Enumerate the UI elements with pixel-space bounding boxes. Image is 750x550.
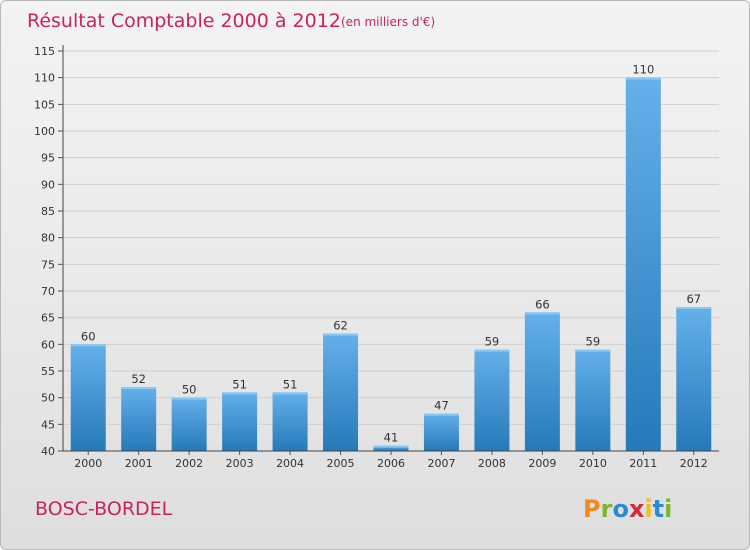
x-tick-label-2004: 2004 <box>276 457 304 470</box>
commune-name: BOSC-BORDEL <box>35 498 173 520</box>
y-tick-label: 50 <box>41 392 55 405</box>
logo-letter: r <box>601 495 613 523</box>
bar-2011 <box>625 77 661 452</box>
chart-title-main: Résultat Comptable 2000 à 2012 <box>27 10 341 32</box>
bar-highlight <box>474 349 510 352</box>
x-tick-label-2012: 2012 <box>680 457 708 470</box>
gridlines <box>63 50 719 425</box>
bar-2003 <box>222 392 258 451</box>
y-tick-label: 80 <box>41 232 55 245</box>
bars <box>70 77 712 452</box>
y-tick-label: 70 <box>41 285 55 298</box>
bar-highlight <box>373 445 409 448</box>
bar-highlight <box>70 344 106 347</box>
bar-highlight <box>272 392 308 395</box>
data-label-2004: 51 <box>283 377 298 391</box>
x-tick-label-2010: 2010 <box>579 457 607 470</box>
y-tick-label: 95 <box>41 152 55 165</box>
data-label-2003: 51 <box>232 377 247 391</box>
data-label-2002: 50 <box>182 383 197 397</box>
y-tick-label: 105 <box>34 98 55 111</box>
x-tick-label-2002: 2002 <box>175 457 203 470</box>
x-tick-label-2000: 2000 <box>74 457 102 470</box>
bar-highlight <box>524 312 560 315</box>
bar-highlight <box>575 349 611 352</box>
bar-2000 <box>70 344 106 451</box>
logo-letter: x <box>629 495 645 523</box>
data-label-2001: 52 <box>131 372 146 386</box>
y-tick-label: 75 <box>41 258 55 271</box>
x-tick-label-2008: 2008 <box>478 457 506 470</box>
bar-highlight <box>625 77 661 80</box>
bar-2005 <box>323 333 359 451</box>
x-tick-label-2011: 2011 <box>629 457 657 470</box>
bar-highlight <box>323 333 359 336</box>
bar-2009 <box>524 312 560 451</box>
chart-title-unit: (en milliers d'€) <box>341 15 435 29</box>
bar-2010 <box>575 349 611 451</box>
data-labels: 60 52 50 51 51 62 41 47 59 66 59 110 67 <box>81 63 701 445</box>
logo-letter: P <box>583 495 601 523</box>
data-label-2007: 47 <box>434 399 449 413</box>
data-label-2011: 110 <box>632 63 654 77</box>
x-tick-label-2005: 2005 <box>327 457 355 470</box>
data-label-2009: 66 <box>535 297 550 311</box>
data-label-2008: 59 <box>485 335 500 349</box>
y-tick-label: 45 <box>41 418 55 431</box>
y-tick-label: 115 <box>34 45 55 58</box>
data-label-2006: 41 <box>384 431 399 445</box>
chart-title: Résultat Comptable 2000 à 2012 (en milli… <box>27 10 435 32</box>
bar-2004 <box>272 392 308 451</box>
bar-2008 <box>474 349 510 451</box>
logo-letter: t <box>653 495 664 523</box>
x-tick-label-2007: 2007 <box>427 457 455 470</box>
x-tick-label-2003: 2003 <box>226 457 254 470</box>
x-tick-label-2001: 2001 <box>125 457 153 470</box>
proxiti-logo: Proxiti <box>583 495 672 523</box>
bar-highlight <box>423 413 459 416</box>
axes <box>62 45 719 452</box>
y-tick-label: 100 <box>34 125 55 138</box>
bar-highlight <box>222 392 258 395</box>
bar-2007 <box>423 413 459 451</box>
y-tick-label: 60 <box>41 338 55 351</box>
logo-letter: i <box>664 495 672 523</box>
y-tick-label: 65 <box>41 312 55 325</box>
y-tick-label: 40 <box>41 445 55 458</box>
bar-2001 <box>121 387 157 451</box>
data-label-2010: 59 <box>586 335 601 349</box>
data-label-2005: 62 <box>333 319 348 333</box>
data-label-2000: 60 <box>81 329 96 343</box>
logo-letter: i <box>644 495 652 523</box>
y-tick-label: 55 <box>41 365 55 378</box>
bar-highlight <box>676 307 712 309</box>
x-axis-ticks: 2000 2001 2002 2003 2004 2005 2006 2007 2008 2009… <box>74 451 708 470</box>
bar-2002 <box>171 397 207 451</box>
bar-highlight <box>121 387 157 389</box>
data-label-2012: 67 <box>686 292 701 306</box>
y-tick-label: 90 <box>41 178 55 191</box>
logo-letter: o <box>612 495 629 523</box>
y-tick-label: 85 <box>41 205 55 218</box>
bar-2006 <box>373 445 409 451</box>
y-axis-ticks: 40 45 50 55 60 65 70 75 80 85 90 95 100 105 110 115 <box>34 45 63 458</box>
x-tick-label-2006: 2006 <box>377 457 405 470</box>
bar-highlight <box>171 397 207 400</box>
y-tick-label: 110 <box>34 72 55 85</box>
bar-2012 <box>676 307 712 451</box>
x-tick-label-2009: 2009 <box>528 457 556 470</box>
